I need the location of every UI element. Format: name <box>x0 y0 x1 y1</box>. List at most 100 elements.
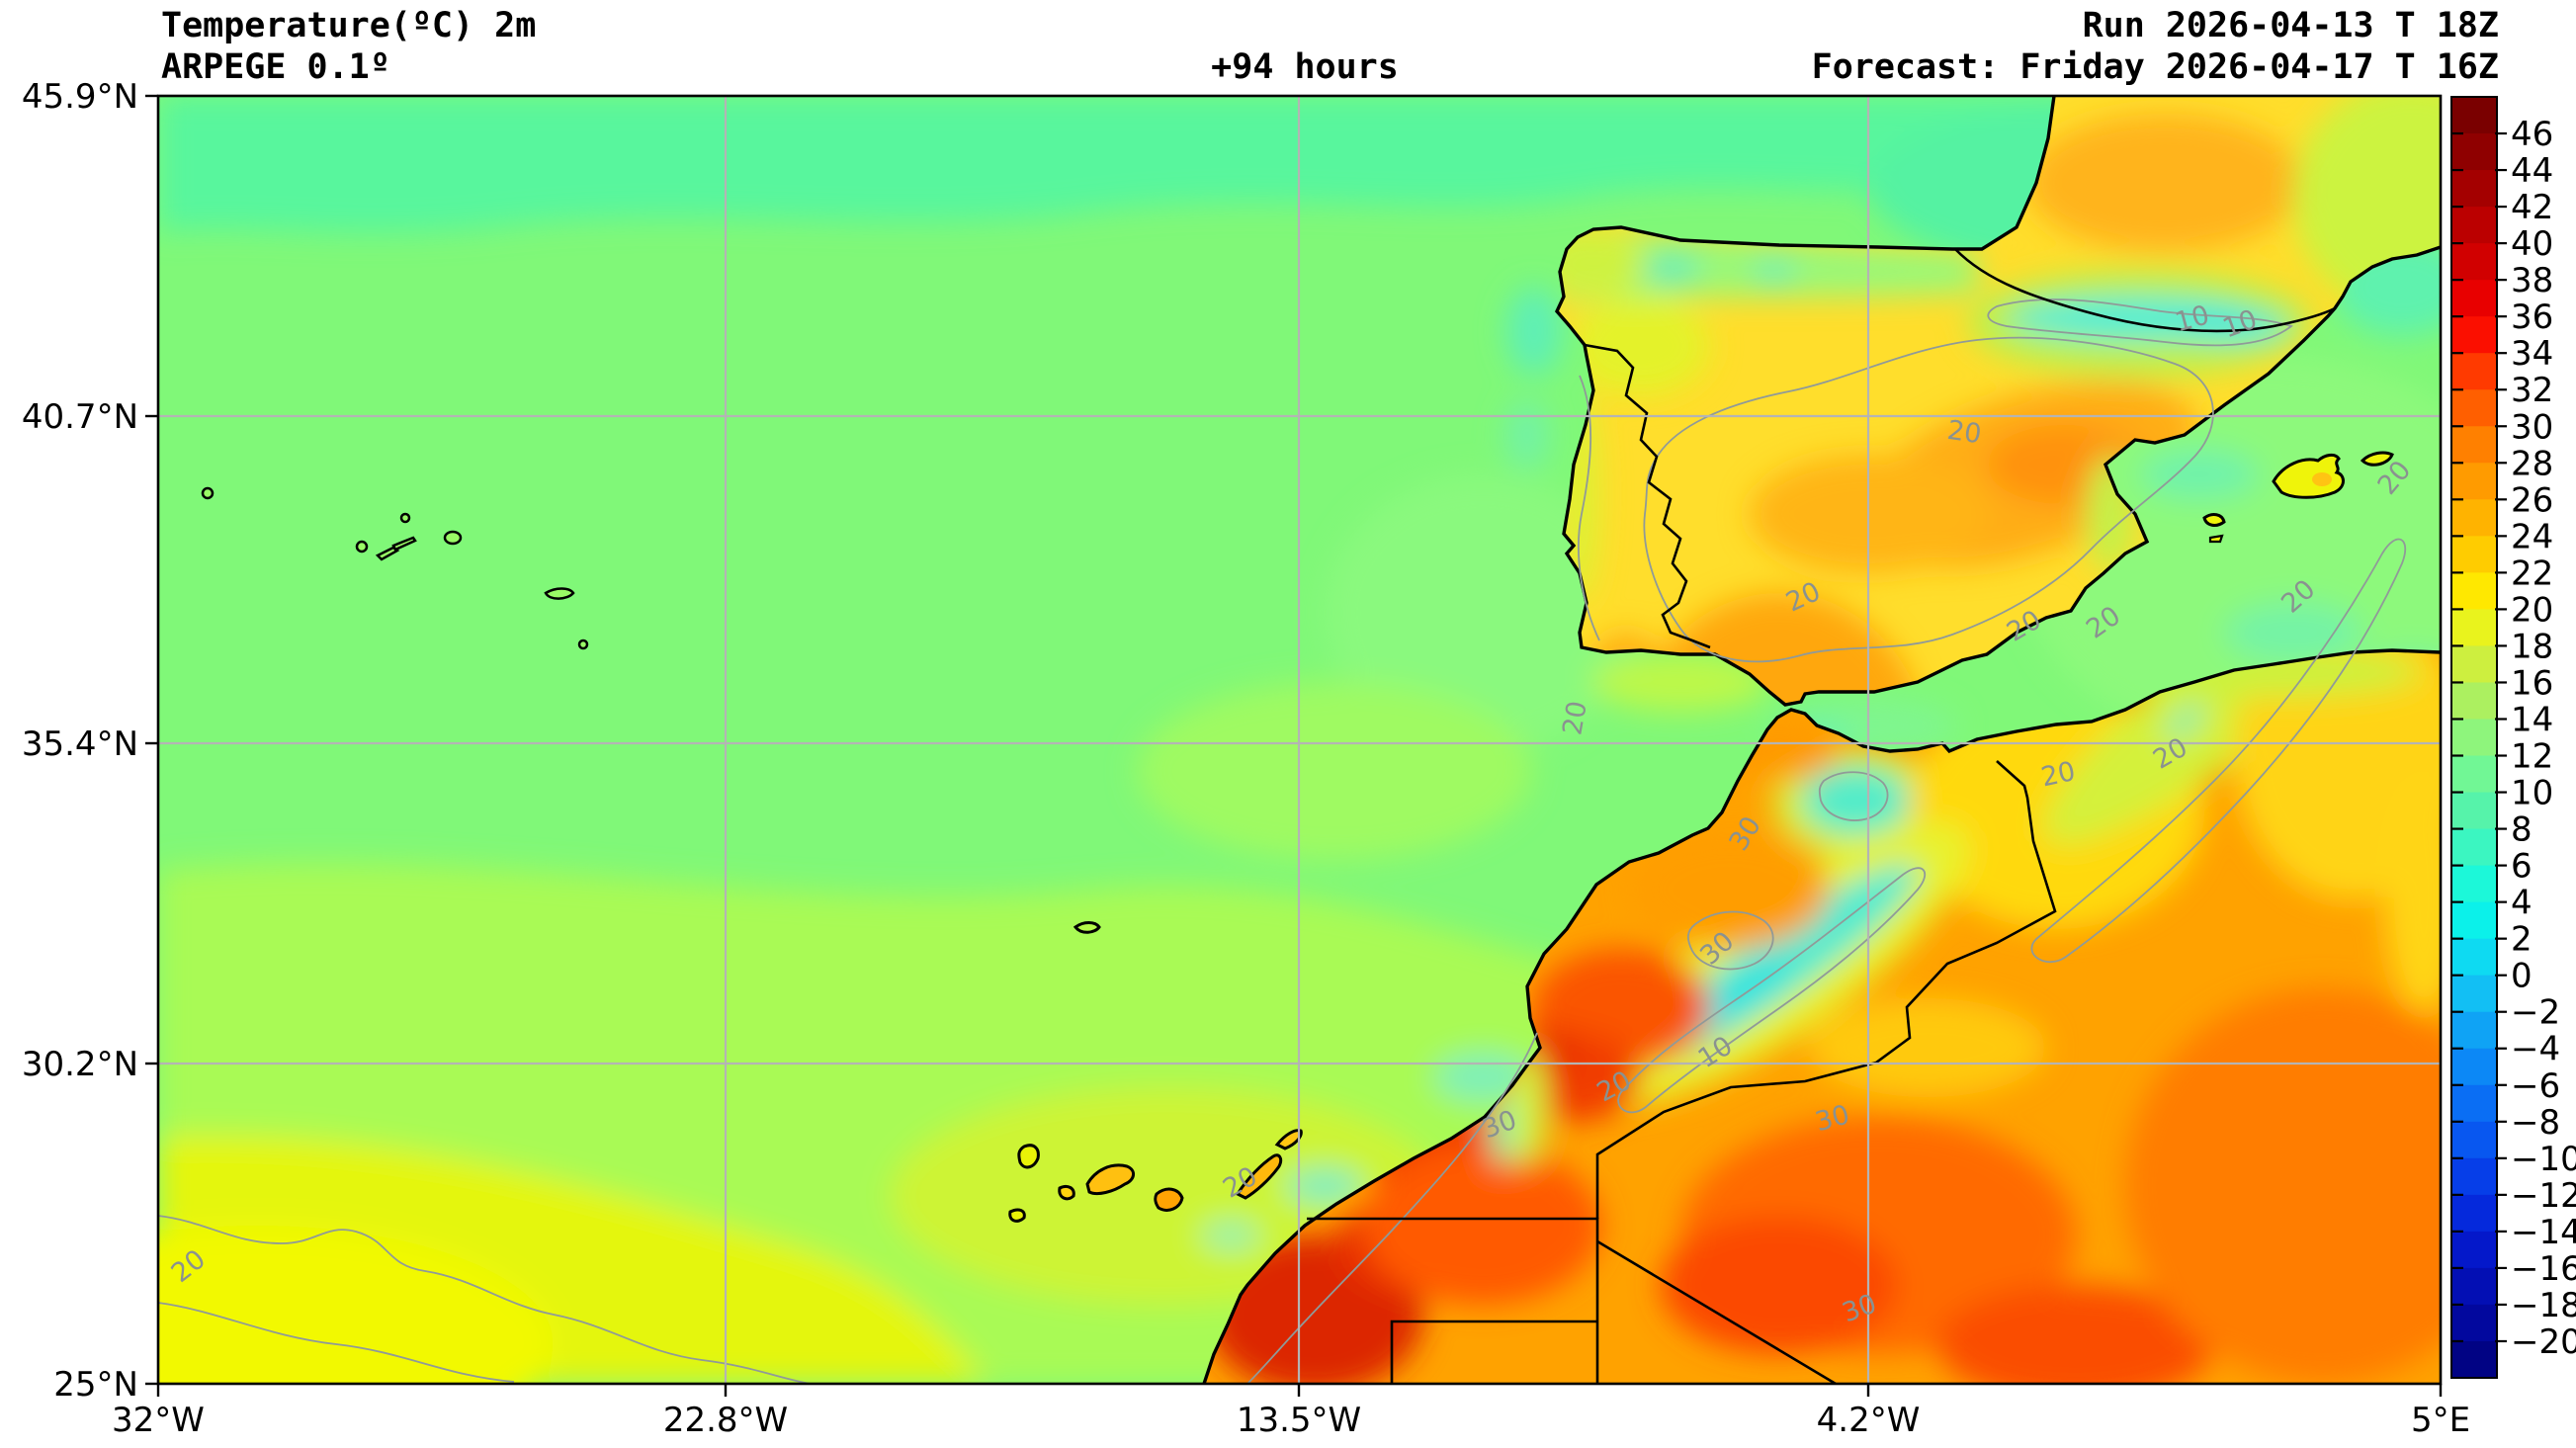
colorbar-tick-label: 28 <box>2511 444 2553 483</box>
colorbar-segment <box>2451 1011 2497 1050</box>
colorbar-segment <box>2451 536 2497 573</box>
colorbar-tick-label: 4 <box>2511 884 2533 923</box>
colorbar-segment <box>2451 865 2497 903</box>
colorbar-tick-label: 34 <box>2511 334 2553 374</box>
colorbar-segment <box>2451 1340 2497 1379</box>
colorbar-segment <box>2451 426 2497 464</box>
morocco-algeria-border <box>1595 760 2057 1219</box>
colorbar-tick-label: 44 <box>2511 151 2553 191</box>
canary-islands <box>1008 1129 1303 1223</box>
product-title: Temperature(ºC) 2m <box>161 6 537 45</box>
algeria-mauritania-border <box>1596 1239 1837 1384</box>
y-axis-tick-label: 35.4°N <box>22 724 138 764</box>
colorbar-tick-label: −16 <box>2511 1249 2576 1289</box>
x-axis-tick-label: 32°W <box>112 1401 205 1440</box>
westernsahara-mauritania-border <box>1390 1320 1597 1384</box>
colorbar-tick-label: 16 <box>2511 663 2553 703</box>
colorbar-segment <box>2451 243 2497 281</box>
colorbar-segment <box>2451 901 2497 940</box>
model-title: ARPEGE 0.1º <box>161 47 390 87</box>
colorbar-tick-label: 40 <box>2511 224 2553 264</box>
colorbar-segment <box>2451 1231 2497 1269</box>
temperature-contour-lines <box>158 298 2407 1384</box>
colorbar-segment <box>2451 682 2497 721</box>
colorbar-tick-label: 20 <box>2511 590 2553 630</box>
colorbar-segment <box>2451 1194 2497 1233</box>
run-label: Run 2026-04-13 T 18Z <box>2082 6 2499 45</box>
temperature-colorbar: 4644424038363432302826242220181614121086… <box>2450 96 2576 1379</box>
colorbar-segment <box>2451 97 2497 134</box>
colorbar-tick-label: 6 <box>2511 847 2533 887</box>
y-axis-tick-label: 40.7°N <box>22 397 138 437</box>
colorbar-segment <box>2451 389 2497 427</box>
colorbar-segment <box>2451 1267 2497 1306</box>
colorbar-tick-label: −8 <box>2511 1103 2560 1143</box>
colorbar-tick-label: −2 <box>2511 993 2560 1033</box>
colorbar-tick-label: 46 <box>2511 115 2553 154</box>
colorbar-segment <box>2451 353 2497 390</box>
colorbar-segment <box>2451 1304 2497 1342</box>
forecast-label: Forecast: Friday 2026-04-17 T 16Z <box>1811 47 2499 87</box>
colorbar-segment <box>2451 170 2497 208</box>
colorbar-tick-label: 24 <box>2511 517 2553 556</box>
colorbar-segment <box>2451 316 2497 354</box>
colorbar-tick-label: −6 <box>2511 1066 2560 1106</box>
colorbar-tick-label: 32 <box>2511 371 2553 410</box>
colorbar-tick-label: −18 <box>2511 1286 2576 1325</box>
madeira-island <box>1073 921 1101 934</box>
colorbar-segment <box>2451 645 2497 684</box>
x-axis-tick-label: 4.2°W <box>1817 1401 1921 1440</box>
colorbar-segment <box>2451 719 2497 757</box>
colorbar-tick-label: −10 <box>2511 1140 2576 1179</box>
colorbar-tick-label: 26 <box>2511 480 2553 520</box>
y-axis-tick-label: 30.2°N <box>22 1045 138 1084</box>
country-borders <box>1307 248 2336 1384</box>
x-axis-tick-label: 13.5°W <box>1237 1401 1361 1440</box>
colorbar-tick-label: 14 <box>2511 700 2553 739</box>
colorbar-tick-label: 18 <box>2511 627 2553 666</box>
europe-coastline <box>1554 96 2441 707</box>
colorbar-segment <box>2451 755 2497 794</box>
colorbar-segment <box>2451 1157 2497 1196</box>
africa-coastline <box>1202 648 2441 1384</box>
y-axis-tick-label: 45.9°N <box>22 77 138 117</box>
x-axis-tick-label: 5°E <box>2411 1401 2470 1440</box>
x-axis-tick-label: 22.8°W <box>663 1401 788 1440</box>
colorbar-tick-label: 12 <box>2511 737 2553 777</box>
balearic-islands <box>2202 451 2394 544</box>
colorbar-segment <box>2451 572 2497 610</box>
colorbar-tick-label: −12 <box>2511 1176 2576 1216</box>
colorbar-tick-label: 8 <box>2511 810 2533 850</box>
colorbar-segment <box>2451 280 2497 317</box>
contour-label: 20 <box>1945 415 1983 450</box>
colorbar-segment <box>2451 828 2497 867</box>
colorbar-tick-label: 10 <box>2511 774 2553 813</box>
lead-time-label: +94 hours <box>1211 47 1399 87</box>
portugal-spain-border <box>1584 343 1711 649</box>
colorbar-segment <box>2451 609 2497 647</box>
colorbar-tick-label: 30 <box>2511 407 2553 447</box>
colorbar-tick-label: 22 <box>2511 554 2553 593</box>
colorbar-tick-label: 2 <box>2511 920 2533 960</box>
france-spain-border <box>1954 248 2336 333</box>
y-axis-tick-label: 25°N <box>53 1365 138 1405</box>
islands <box>201 451 2394 1223</box>
colorbar-segment <box>2451 207 2497 244</box>
azores-islands <box>201 486 589 650</box>
colorbar-frame <box>2450 96 2498 1379</box>
colorbar-segment <box>2451 499 2497 537</box>
colorbar-segment <box>2451 938 2497 977</box>
colorbar-segment <box>2451 133 2497 171</box>
colorbar-segment <box>2451 975 2497 1013</box>
colorbar-segment <box>2451 1084 2497 1123</box>
colorbar-tick-label: 38 <box>2511 261 2553 300</box>
map-axes: 32°W 22.8°W 13.5°W 4.2°W 5°E 45.9°N 40.7°N 35.4… <box>22 77 2470 1440</box>
colorbar-tick-label: −14 <box>2511 1213 2576 1252</box>
colorbar-tick-label: −4 <box>2511 1030 2560 1069</box>
colorbar-tick-label: 0 <box>2511 957 2533 996</box>
graticule-gridlines <box>158 96 2441 1384</box>
colorbar-tick-label: 42 <box>2511 188 2553 227</box>
contour-label: 20 <box>1557 699 1592 737</box>
colorbar-tick-label: 36 <box>2511 298 2553 337</box>
